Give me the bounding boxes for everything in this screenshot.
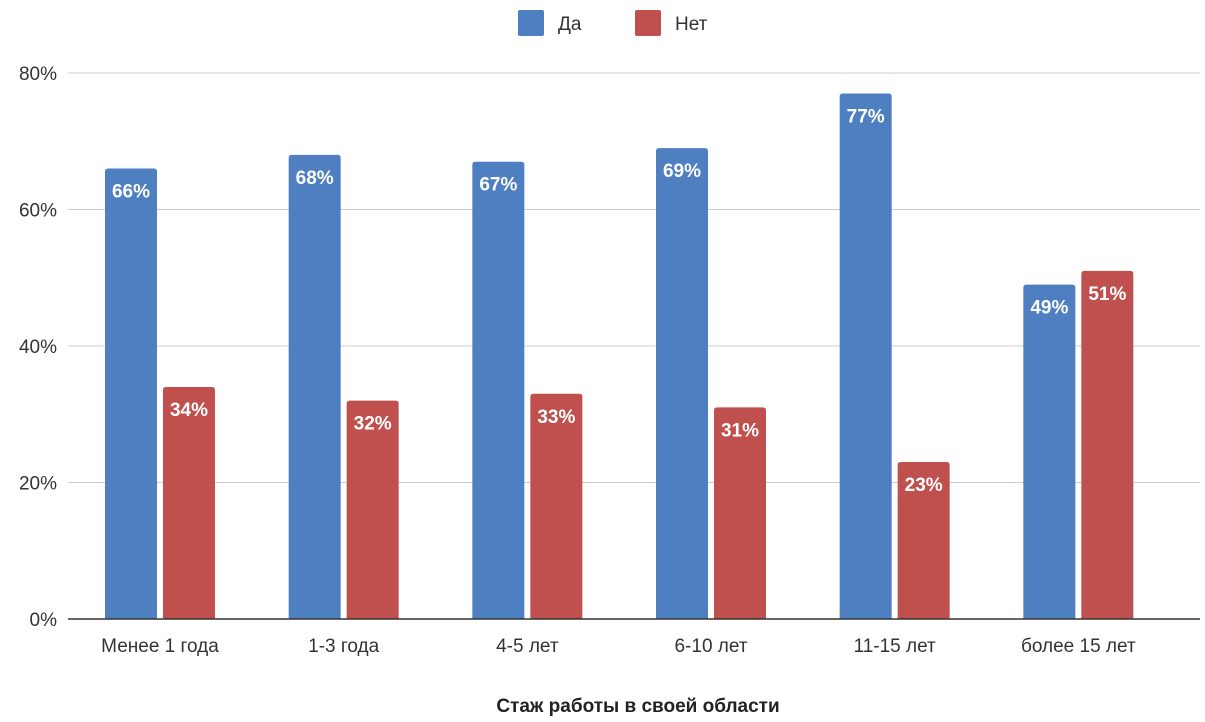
bar-net [346,400,399,619]
data-label: 23% [905,475,943,496]
data-label: 77% [847,106,885,127]
bar-net [1081,270,1134,619]
data-label: 34% [170,400,208,421]
y-axis-ticks: 0% 20% 40% 60% 80% [19,64,57,631]
category-labels: Менее 1 года 1-3 года 4-5 лет 6-10 лет 11-15… [101,636,1136,657]
legend: Да Нет [518,10,708,36]
bar-net [897,462,950,619]
x-tick-label: 11-15 лет [854,636,936,657]
legend-label: Да [558,14,582,35]
gridlines [68,72,1200,483]
bar-net [714,407,766,619]
data-label: 51% [1088,284,1126,305]
x-tick-label: 4-5 лет [496,636,559,657]
x-tick-label: 6-10 лет [674,636,747,657]
bars [105,93,1134,620]
bar-da [656,148,708,619]
x-tick-label: более 15 лет [1021,636,1136,657]
x-axis-label: Стаж работы в своей области [496,696,779,717]
data-label: 66% [112,182,150,203]
data-label: 68% [296,168,334,189]
y-tick-label: 0% [30,610,58,631]
bar-da [288,154,341,619]
bar-da [1023,284,1076,619]
bar-net [163,386,215,619]
bar-da [839,93,892,620]
x-tick-label: Менее 1 года [101,636,219,657]
legend-label: Нет [675,14,708,35]
bar-da [105,168,157,620]
data-label: 69% [663,161,701,182]
bar-net [530,393,583,619]
data-labels: 66% 34% 68% 32% 67% 33% 69% 31% 77% 23% 49% 51% [112,106,1126,496]
y-tick-label: 60% [19,201,57,222]
data-label: 67% [479,175,517,196]
legend-swatch [635,10,661,36]
legend-swatch [518,10,544,36]
data-label: 49% [1030,298,1068,319]
data-label: 31% [721,420,759,441]
y-tick-label: 80% [19,64,57,85]
x-tick-label: 1-3 года [308,636,379,657]
y-tick-label: 40% [19,337,57,358]
data-label: 33% [537,407,575,428]
y-tick-label: 20% [19,474,57,495]
data-label: 32% [354,414,392,435]
bar-da [472,161,525,619]
